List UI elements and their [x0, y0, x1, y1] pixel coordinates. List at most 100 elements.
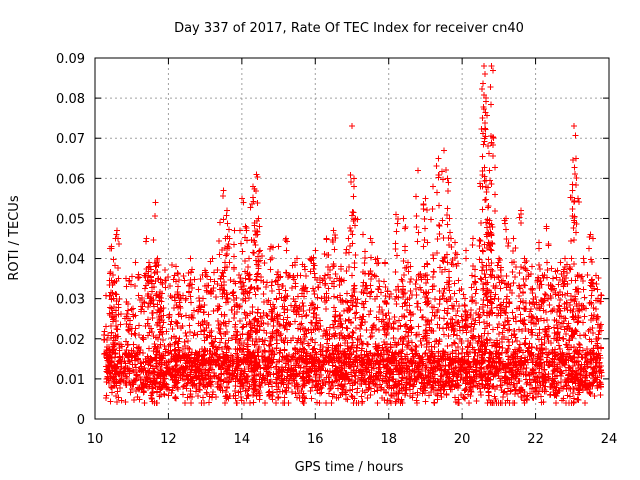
- roti-point: [511, 391, 518, 398]
- roti-point: [299, 393, 306, 400]
- roti-point: [291, 345, 298, 352]
- roti-point: [223, 353, 230, 360]
- roti-point: [150, 284, 157, 291]
- roti-point: [425, 346, 432, 353]
- roti-point: [380, 316, 387, 323]
- roti-point: [403, 351, 410, 358]
- roti-point: [317, 383, 324, 390]
- roti-point: [425, 299, 432, 306]
- roti-point: [537, 266, 544, 273]
- roti-point: [133, 388, 140, 395]
- roti-point: [198, 370, 205, 377]
- roti-point: [290, 276, 297, 283]
- roti-point: [407, 288, 414, 295]
- roti-point: [114, 361, 121, 368]
- roti-point: [187, 399, 194, 406]
- roti-point: [188, 366, 195, 373]
- roti-point: [463, 329, 470, 336]
- roti-point: [402, 390, 409, 397]
- roti-point: [352, 354, 359, 361]
- roti-point: [368, 288, 375, 295]
- roti-point: [429, 348, 436, 355]
- roti-point: [112, 333, 119, 340]
- roti-point: [454, 344, 461, 351]
- roti-point: [554, 379, 561, 386]
- roti-point: [264, 320, 271, 327]
- roti-point: [149, 363, 156, 370]
- roti-point: [565, 385, 572, 392]
- roti-point: [130, 381, 137, 388]
- roti-point: [421, 216, 428, 223]
- roti-point: [315, 283, 322, 290]
- roti-point: [421, 294, 428, 301]
- roti-point: [349, 123, 355, 130]
- roti-point: [401, 369, 408, 376]
- roti-point: [152, 383, 159, 390]
- roti-point: [215, 303, 222, 310]
- roti-point: [244, 337, 251, 344]
- roti-point: [416, 359, 423, 366]
- roti-point: [419, 356, 426, 363]
- roti-point: [282, 287, 289, 294]
- roti-point: [591, 393, 598, 400]
- roti-point: [474, 352, 481, 359]
- roti-point: [531, 370, 538, 377]
- roti-point: [245, 365, 252, 372]
- roti-point: [571, 395, 578, 402]
- roti-point: [377, 385, 384, 392]
- roti-point: [357, 333, 364, 340]
- roti-point: [223, 349, 230, 356]
- roti-point: [278, 294, 285, 301]
- roti-point: [459, 346, 466, 353]
- roti-point: [116, 295, 123, 302]
- roti-point: [254, 319, 261, 326]
- roti-point: [176, 310, 183, 317]
- roti-point: [157, 361, 164, 368]
- roti-point: [323, 326, 330, 333]
- roti-point: [310, 327, 317, 334]
- roti-point: [413, 193, 420, 200]
- roti-point: [430, 384, 437, 391]
- roti-point: [150, 333, 157, 340]
- roti-point: [170, 365, 177, 372]
- roti-point: [137, 360, 144, 367]
- roti-point: [495, 330, 502, 337]
- roti-point: [318, 295, 325, 302]
- roti-point: [597, 383, 604, 390]
- roti-point: [358, 358, 365, 365]
- roti-point: [456, 399, 463, 406]
- roti-point: [114, 227, 121, 234]
- roti-point: [195, 286, 202, 293]
- roti-point: [255, 306, 262, 313]
- roti-point: [487, 399, 494, 406]
- roti-point: [584, 272, 591, 279]
- roti-point: [176, 277, 183, 284]
- roti-point: [401, 300, 408, 307]
- roti-point: [332, 372, 339, 379]
- roti-point: [217, 325, 224, 332]
- roti-point: [535, 369, 542, 376]
- roti-point: [167, 282, 174, 289]
- roti-point: [219, 293, 226, 300]
- roti-point: [399, 346, 406, 353]
- roti-point: [260, 298, 267, 305]
- roti-point: [348, 344, 355, 351]
- roti-point: [161, 373, 168, 380]
- roti-point: [247, 275, 254, 282]
- roti-point: [595, 321, 602, 328]
- roti-point: [512, 313, 519, 320]
- roti-point: [522, 335, 529, 342]
- roti-point: [322, 331, 329, 338]
- roti-point: [412, 280, 419, 287]
- roti-point: [299, 384, 306, 391]
- roti-point: [181, 399, 188, 406]
- roti-point: [431, 352, 438, 359]
- roti-point: [376, 370, 383, 377]
- roti-point: [131, 282, 138, 289]
- roti-point: [540, 367, 547, 374]
- roti-point: [440, 372, 447, 379]
- roti-point: [555, 342, 562, 349]
- roti-point: [586, 300, 593, 307]
- roti-point: [330, 325, 337, 332]
- roti-point: [254, 327, 261, 334]
